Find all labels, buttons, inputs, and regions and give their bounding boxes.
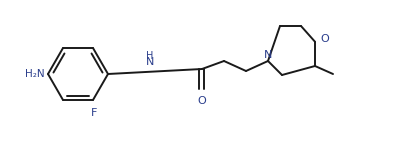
Text: H: H (146, 51, 153, 61)
Text: F: F (91, 108, 97, 118)
Text: N: N (145, 58, 154, 67)
Text: H₂N: H₂N (25, 69, 45, 79)
Text: O: O (319, 34, 328, 44)
Text: N: N (263, 50, 271, 60)
Text: O: O (197, 96, 206, 106)
